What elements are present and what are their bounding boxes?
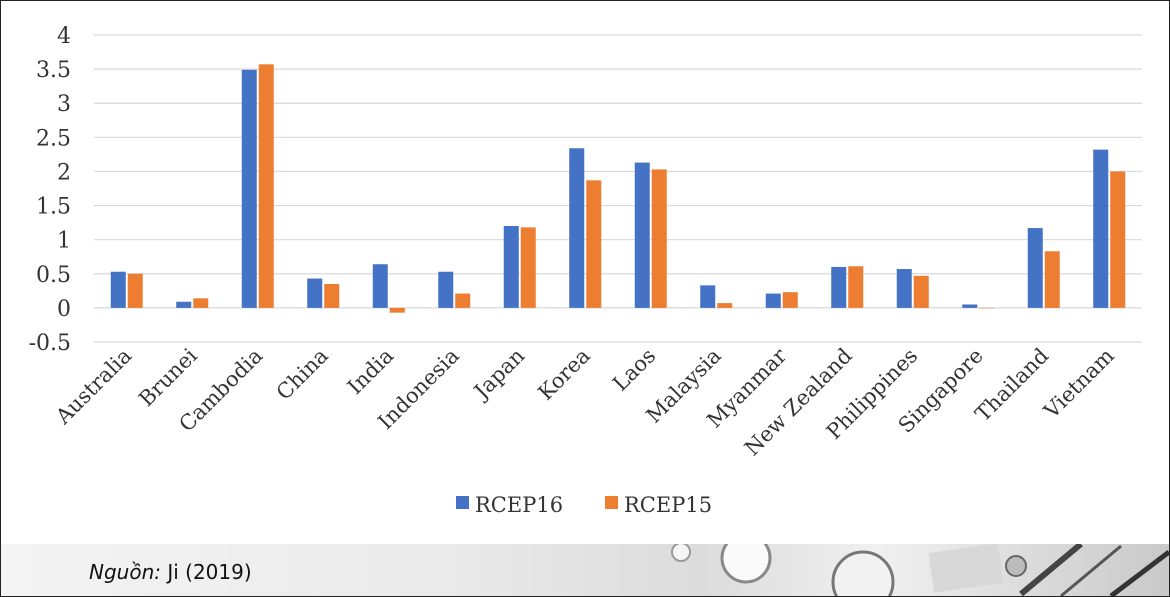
bar-rcep15 xyxy=(455,293,471,308)
bar-rcep16 xyxy=(1027,228,1043,308)
decorative-background-image xyxy=(671,544,1169,596)
x-tick-label: Vietnam xyxy=(1039,344,1119,424)
x-tick-label: Laos xyxy=(608,344,660,396)
source-label: Nguồn: xyxy=(89,560,161,584)
bar-rcep15 xyxy=(913,275,929,308)
x-tick-label: Korea xyxy=(533,344,594,405)
x-tick-label: India xyxy=(343,344,399,400)
y-tick-label: 3.5 xyxy=(36,58,71,83)
legend-label-rcep15: RCEP15 xyxy=(624,493,712,517)
bar-rcep16 xyxy=(241,69,257,308)
bar-rcep15 xyxy=(848,266,864,308)
bar-rcep15 xyxy=(389,307,405,313)
bar-rcep15 xyxy=(782,292,798,308)
bar-rcep16 xyxy=(438,271,454,308)
x-tick-label: Australia xyxy=(50,344,136,430)
bar-rcep15 xyxy=(127,273,143,308)
bar-rcep16 xyxy=(700,285,716,308)
bar-rcep15 xyxy=(1110,171,1126,308)
y-tick-label: 4 xyxy=(57,24,71,49)
x-tick-label: China xyxy=(272,344,333,405)
y-tick-label: 0.5 xyxy=(36,263,71,288)
bar-rcep16 xyxy=(176,301,192,308)
y-tick-label: 1.5 xyxy=(36,195,71,220)
bar-rcep16 xyxy=(569,148,585,308)
source-footer: Nguồn: Ji (2019) xyxy=(1,544,1169,596)
legend-swatch-rcep16 xyxy=(456,496,469,509)
bar-rcep16 xyxy=(765,293,781,308)
bar-rcep16 xyxy=(896,269,912,308)
bar-rcep16 xyxy=(307,278,323,308)
y-tick-label: -0.5 xyxy=(29,331,71,356)
bar-rcep16 xyxy=(372,264,388,308)
bar-rcep16 xyxy=(503,226,519,308)
source-text: Ji (2019) xyxy=(167,560,252,584)
bar-rcep15 xyxy=(324,284,340,308)
y-tick-label: 2 xyxy=(57,160,71,185)
bar-rcep16 xyxy=(962,304,978,308)
bar-rcep15 xyxy=(193,298,209,308)
bar-rcep16 xyxy=(110,271,126,308)
bar-rcep15 xyxy=(258,64,274,308)
bar-rcep15 xyxy=(520,227,536,308)
legend-label-rcep16: RCEP16 xyxy=(475,493,563,517)
bar-rcep15 xyxy=(651,169,667,308)
y-tick-label: 2.5 xyxy=(36,126,71,151)
bar-rcep16 xyxy=(1093,149,1109,308)
bar-rcep16 xyxy=(831,266,847,308)
bar-chart: 43.532.521.510.50-0.5AustraliaBruneiCamb… xyxy=(29,24,1142,517)
bar-rcep16 xyxy=(634,162,650,308)
bar-rcep15 xyxy=(1044,251,1060,308)
bar-rcep15 xyxy=(979,307,995,309)
source-caption: Nguồn: Ji (2019) xyxy=(89,560,252,584)
x-tick-label: Japan xyxy=(468,344,529,405)
bar-rcep15 xyxy=(586,180,602,308)
legend-swatch-rcep15 xyxy=(605,496,618,509)
y-tick-label: 3 xyxy=(57,92,71,117)
y-tick-label: 1 xyxy=(57,229,71,254)
bar-rcep15 xyxy=(717,303,733,308)
y-tick-label: 0 xyxy=(57,297,71,322)
